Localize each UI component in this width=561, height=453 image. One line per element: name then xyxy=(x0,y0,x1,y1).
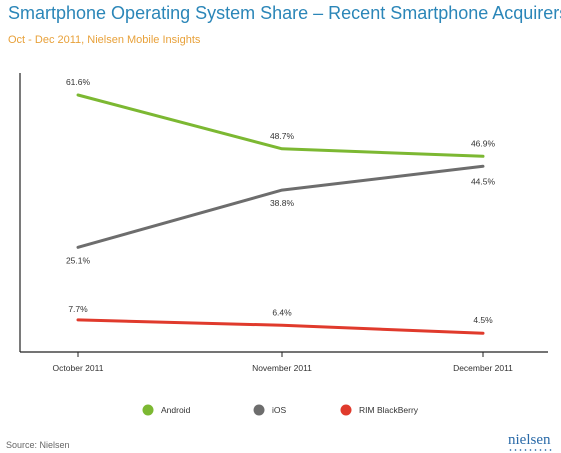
x-tick-label: November 2011 xyxy=(252,363,312,373)
legend-label-rim-blackberry: RIM BlackBerry xyxy=(359,405,419,415)
data-label-android: 48.7% xyxy=(270,131,295,141)
data-label-android: 46.9% xyxy=(471,138,496,148)
data-label-ios: 44.5% xyxy=(471,176,496,186)
chart-axes xyxy=(19,73,548,353)
data-label-android: 61.6% xyxy=(66,77,91,87)
nielsen-logo-dots xyxy=(508,449,554,451)
data-label-rim-blackberry: 6.4% xyxy=(272,307,292,317)
data-label-ios: 38.8% xyxy=(270,198,295,208)
x-axis-ticks: October 2011 November 2011 December 2011 xyxy=(53,352,513,373)
legend-marker-android xyxy=(142,404,154,416)
data-label-rim-blackberry: 4.5% xyxy=(473,315,493,325)
series-lines xyxy=(76,93,485,335)
x-tick-label: December 2011 xyxy=(453,363,513,373)
legend-label-android: Android xyxy=(161,405,191,415)
legend-marker-rim-blackberry xyxy=(340,404,352,416)
series-line-ios xyxy=(76,164,485,249)
x-tick-label: October 2011 xyxy=(53,363,104,373)
chart-subtitle: Oct - Dec 2011, Nielsen Mobile Insights xyxy=(8,34,201,46)
chart-legend: Android iOS RIM BlackBerry xyxy=(142,404,419,416)
series-line-android xyxy=(76,93,485,158)
chart-title: Smartphone Operating System Share – Rece… xyxy=(8,3,561,23)
source-note: Source: Nielsen xyxy=(6,440,70,450)
nielsen-logo: nielsen xyxy=(508,432,551,448)
data-label-rim-blackberry: 7.7% xyxy=(68,304,88,314)
data-label-ios: 25.1% xyxy=(66,255,91,265)
series-line-rim-blackberry xyxy=(76,318,485,335)
legend-label-ios: iOS xyxy=(272,405,287,415)
value-labels: 61.6% 48.7% 46.9% 25.1% 38.8% 44.5% 7.7% 6.4% 4.… xyxy=(66,77,496,325)
legend-marker-ios xyxy=(253,404,265,416)
